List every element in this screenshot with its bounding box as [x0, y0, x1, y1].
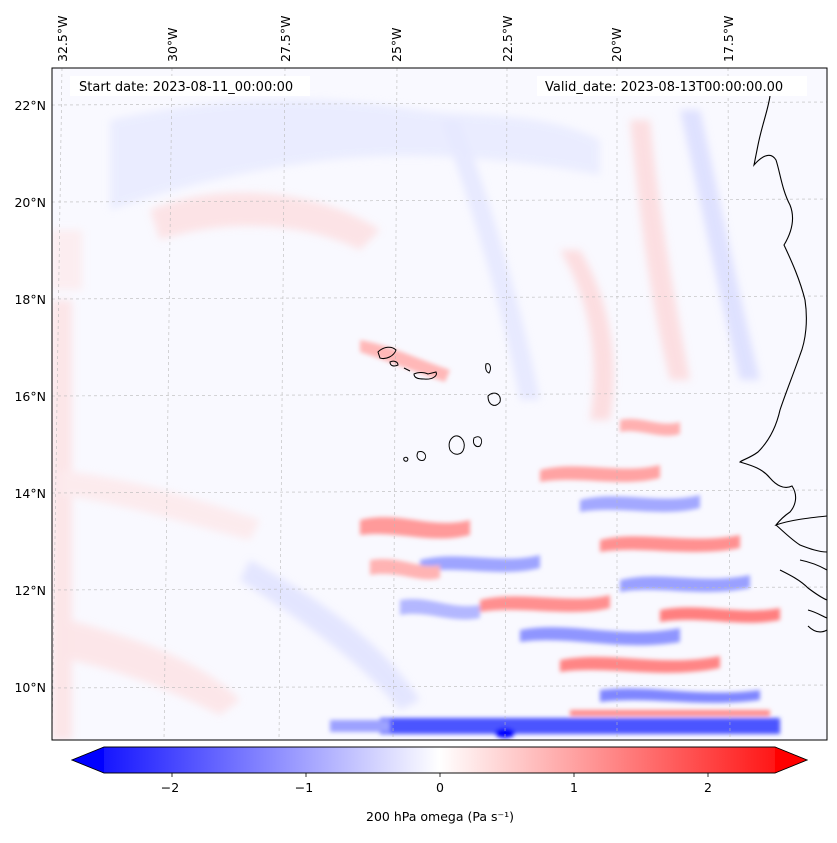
colorbar-extend-low — [72, 747, 104, 773]
lon-label-22-5w: 22.5°W — [500, 16, 515, 62]
omega-field — [52, 68, 827, 740]
lon-label-32-5w: 32.5°W — [55, 16, 70, 62]
colorbar-extend-high — [775, 747, 807, 773]
map-border — [51, 67, 828, 741]
colorbar-ticks — [171, 773, 709, 777]
lat-label-12n: 12°N — [14, 583, 46, 598]
colorbar-tick-label: 1 — [570, 780, 578, 795]
start-date-text: Start date: 2023-08-11_00:00:00 — [79, 80, 293, 95]
lat-label-22n: 22°N — [14, 98, 46, 113]
colorbar: −2 −1 0 1 2 200 hPa omega (Pa s⁻¹) — [70, 746, 809, 824]
colorbar-tick-label: −1 — [295, 780, 313, 795]
colorbar-tick-label: −2 — [161, 780, 179, 795]
lon-label-20w: 20°W — [609, 27, 624, 62]
islands — [377, 346, 501, 462]
valid-date-text: Valid_date: 2023-08-13T00:00:00.00 — [545, 80, 783, 95]
lat-label-20n: 20°N — [14, 195, 46, 210]
coastlines — [738, 95, 827, 633]
latitude-labels: 22°N 20°N 18°N 16°N 14°N 12°N 10°N — [14, 98, 46, 695]
lon-label-27-5w: 27.5°W — [278, 16, 293, 62]
lat-label-14n: 14°N — [14, 486, 46, 501]
valid-date-box — [537, 76, 807, 96]
lon-label-17-5w: 17.5°W — [721, 16, 736, 62]
lon-label-25w: 25°W — [389, 27, 404, 62]
colorbar-tick-label: 2 — [704, 780, 712, 795]
lat-label-10n: 10°N — [14, 680, 46, 695]
map-panel: Start date: 2023-08-11_00:00:00 Valid_da… — [51, 67, 828, 741]
gridlines — [52, 68, 827, 740]
lon-label-30w: 30°W — [165, 27, 180, 62]
colorbar-body — [70, 746, 809, 774]
longitude-labels: 32.5°W 30°W 27.5°W 25°W 22.5°W 20°W 17.5… — [55, 16, 736, 62]
lat-label-18n: 18°N — [14, 292, 46, 307]
start-date-box — [70, 76, 310, 96]
colorbar-title: 200 hPa omega (Pa s⁻¹) — [366, 809, 514, 824]
lat-label-16n: 16°N — [14, 389, 46, 404]
colorbar-tick-label: 0 — [436, 780, 444, 795]
